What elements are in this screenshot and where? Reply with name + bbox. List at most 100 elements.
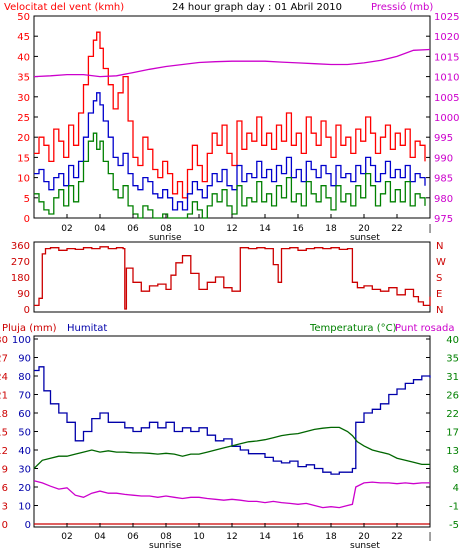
wind-y-tick-label: 10 bbox=[17, 174, 30, 185]
wind-y-tick-label: 50 bbox=[17, 12, 30, 23]
x-tick-label: 06 bbox=[127, 532, 139, 542]
pressure-y-axis-ticks: 975 980 985 990 995 1000 1005 1010 1015 1020 1025 bbox=[426, 12, 459, 225]
pressure-y-tick-label: 1010 bbox=[434, 73, 459, 84]
pressure-y-tick-label: 990 bbox=[434, 153, 453, 164]
rain-y-axis-ticks: 0 3 6 9 12 15 18 21 24 27 30 bbox=[0, 335, 8, 531]
wind-y-tick-label: 15 bbox=[17, 153, 30, 164]
x-tick-label: 08 bbox=[160, 224, 172, 234]
rain-y-tick-label: 18 bbox=[0, 409, 8, 420]
direction-y-tick-label: 0 bbox=[24, 305, 30, 316]
pressure-y-tick-label: 1000 bbox=[434, 113, 459, 124]
direction-y-tick-label: 360 bbox=[11, 241, 30, 252]
x-tick-label: 02 bbox=[61, 532, 72, 542]
x-tick-label: 14 bbox=[259, 532, 271, 542]
x-tick-label: 10 bbox=[193, 532, 205, 542]
wind-x-axis-ticks: 02 04 06 08 10 12 14 16 18 20 22 | bbox=[61, 214, 432, 234]
temperature-y-tick-label: 40 bbox=[446, 335, 459, 346]
x-tick-label: 04 bbox=[94, 224, 106, 234]
wind-average-line bbox=[34, 92, 426, 211]
x-tick-label: 14 bbox=[259, 224, 271, 234]
wind-y-axis-ticks: 0 5 10 15 20 25 30 35 40 45 50 bbox=[17, 12, 38, 225]
direction-panel-frame bbox=[33, 241, 431, 313]
temperature-x-axis-ticks: 02 04 06 08 10 12 14 16 18 20 22 | bbox=[61, 523, 432, 542]
humidity-y-tick-label: 100 bbox=[12, 335, 31, 346]
rain-y-tick-label: 9 bbox=[2, 465, 8, 476]
x-tick-label: 22 bbox=[391, 224, 402, 234]
humidity-y-tick-label: 70 bbox=[18, 391, 31, 402]
x-tick-label: 10 bbox=[193, 224, 205, 234]
rain-y-tick-label: 30 bbox=[0, 335, 8, 346]
temperature-y-tick-label: -5 bbox=[449, 520, 459, 531]
wind-panel-frame bbox=[33, 15, 431, 219]
x-tick-label: 20 bbox=[358, 224, 370, 234]
wind-y-tick-label: 35 bbox=[17, 73, 30, 84]
temperature-y-tick-label: 17 bbox=[446, 428, 459, 439]
x-tick-label: 04 bbox=[94, 532, 106, 542]
sunrise-label-bottom: sunrise bbox=[149, 541, 182, 551]
wind-gust-line bbox=[34, 31, 426, 199]
temperature-panel-frame bbox=[33, 335, 431, 528]
pressure-y-tick-label: 995 bbox=[434, 133, 453, 144]
pressure-y-tick-label: 975 bbox=[434, 214, 453, 225]
temperature-y-tick-label: 22 bbox=[446, 409, 459, 420]
x-tick-label: 16 bbox=[292, 532, 304, 542]
temperature-y-tick-label: 31 bbox=[446, 372, 459, 383]
temperature-y-tick-label: 13 bbox=[446, 446, 459, 457]
humidity-y-tick-label: 40 bbox=[18, 446, 31, 457]
wind-y-tick-label: 20 bbox=[17, 133, 30, 144]
compass-y-tick-label: E bbox=[436, 289, 442, 300]
temperature-axis-label: Temperatura (°C) bbox=[309, 323, 397, 334]
direction-y-axis-ticks: 0 90 180 270 360 bbox=[11, 241, 30, 316]
wind-y-tick-label: 40 bbox=[17, 52, 30, 63]
x-tick-label: 16 bbox=[292, 224, 304, 234]
rain-y-tick-label: 24 bbox=[0, 372, 8, 383]
compass-y-tick-label: N bbox=[436, 241, 443, 252]
x-tick-label: 12 bbox=[226, 532, 237, 542]
humidity-y-tick-label: 30 bbox=[18, 465, 31, 476]
x-tick-label: 22 bbox=[391, 532, 402, 542]
temperature-y-axis-ticks: -5 -1 4 8 13 17 22 26 31 35 40 bbox=[426, 335, 459, 531]
humidity-y-tick-label: 90 bbox=[18, 354, 31, 365]
pressure-y-tick-label: 1015 bbox=[434, 52, 459, 63]
pressure-y-tick-label: 985 bbox=[434, 174, 453, 185]
sunrise-label-top: sunrise bbox=[149, 233, 182, 243]
wind-axis-label: Velocitat del vent (kmh) bbox=[4, 2, 124, 13]
pressure-y-tick-label: 1025 bbox=[434, 12, 459, 23]
wind-y-tick-label: 25 bbox=[17, 113, 30, 124]
temperature-y-tick-label: 26 bbox=[446, 391, 459, 402]
wind-y-tick-label: 45 bbox=[17, 32, 30, 43]
humidity-y-tick-label: 20 bbox=[18, 483, 31, 494]
pressure-axis-label: Pressió (mb) bbox=[371, 1, 433, 13]
x-tick-label: 18 bbox=[325, 224, 337, 234]
rain-axis-label: Pluja (mm) bbox=[2, 323, 57, 334]
pressure-line bbox=[33, 48, 431, 78]
temperature-y-tick-label: 8 bbox=[453, 465, 459, 476]
compass-y-tick-label: W bbox=[436, 257, 446, 268]
rain-y-tick-label: 6 bbox=[2, 483, 8, 494]
dewpoint-line bbox=[33, 480, 430, 509]
humidity-y-tick-label: 50 bbox=[18, 428, 31, 439]
x-tick-label: 06 bbox=[127, 224, 139, 234]
rain-y-tick-label: 0 bbox=[2, 520, 8, 531]
humidity-y-tick-label: 0 bbox=[25, 520, 31, 531]
pressure-y-tick-label: 1005 bbox=[434, 93, 459, 104]
wind-y-tick-label: 0 bbox=[24, 214, 30, 225]
wind-direction-line bbox=[34, 246, 431, 310]
direction-y-tick-label: 180 bbox=[11, 273, 30, 284]
rain-y-tick-label: 12 bbox=[0, 446, 8, 457]
wind-y-tick-label: 5 bbox=[24, 194, 30, 205]
humidity-y-axis-ticks: 0 10 20 30 40 50 60 70 80 90 100 bbox=[12, 335, 38, 531]
humidity-axis-label: Humitat bbox=[67, 323, 107, 334]
compass-y-tick-label: N bbox=[436, 305, 443, 316]
temperature-line bbox=[33, 426, 430, 469]
rain-y-tick-label: 27 bbox=[0, 354, 8, 365]
direction-y-tick-label: 270 bbox=[11, 257, 30, 268]
humidity-y-tick-label: 80 bbox=[18, 372, 31, 383]
rain-y-tick-label: 3 bbox=[2, 502, 8, 513]
rain-y-tick-label: 15 bbox=[0, 428, 8, 439]
direction-panel-series bbox=[34, 246, 431, 310]
humidity-y-tick-label: 10 bbox=[18, 502, 31, 513]
